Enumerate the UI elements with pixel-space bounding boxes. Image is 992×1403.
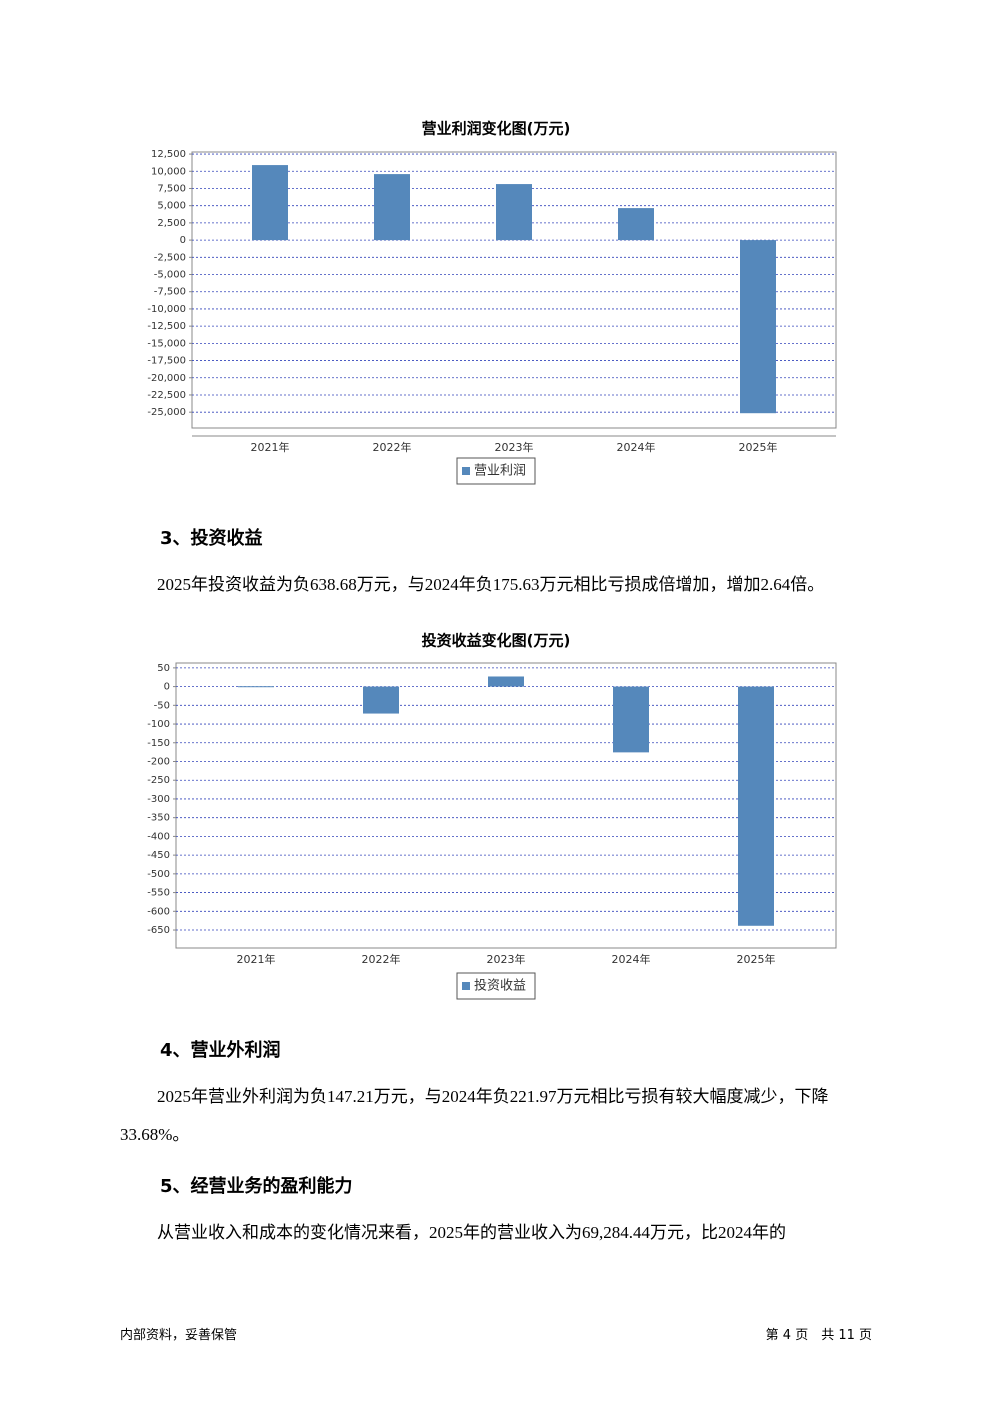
y-tick-label: -12,500: [147, 321, 186, 332]
y-tick-label: 7,500: [157, 183, 186, 194]
bar: [618, 208, 654, 241]
y-tick-label: -22,500: [147, 390, 186, 401]
bar: [738, 686, 774, 926]
heading: 3、投资收益: [160, 528, 263, 549]
x-tick-label: 2021年: [237, 952, 276, 966]
y-tick-label: -450: [147, 850, 170, 861]
plot-area: [175, 662, 837, 949]
y-tick-label: 10,000: [151, 166, 186, 177]
y-tick-label: -400: [147, 831, 170, 842]
x-tick-label: 2022年: [362, 952, 401, 966]
y-tick-label: -20,000: [147, 373, 186, 384]
y-tick-label: -5,000: [154, 270, 186, 281]
y-tick-label: -250: [147, 775, 170, 786]
paragraph: 从营业收入和成本的变化情况来看，2025年的营业收入为69,284.44万元，比…: [157, 1223, 786, 1242]
x-tick-label: 2021年: [251, 440, 290, 454]
paragraph: 2025年营业外利润为负147.21万元，与2024年负221.97万元相比亏损…: [120, 1087, 829, 1144]
y-tick-label: -500: [147, 869, 170, 880]
x-tick-label: 2024年: [612, 952, 651, 966]
y-tick-label: -300: [147, 794, 170, 805]
x-tick-label: 2023年: [487, 952, 526, 966]
y-tick-label: -550: [147, 888, 170, 899]
plot-area: [191, 151, 837, 429]
y-tick-label: 0: [164, 682, 170, 693]
bar: [252, 165, 288, 241]
footer-right: 第 4 页 共 11 页: [765, 1328, 872, 1343]
footer-left: 内部资料，妥善保管: [120, 1328, 238, 1343]
y-tick-label: -10,000: [147, 304, 186, 315]
y-tick-label: -25,000: [147, 407, 186, 418]
y-tick-label: -150: [147, 738, 170, 749]
y-tick-label: -15,000: [147, 338, 186, 349]
bar: [740, 240, 776, 414]
y-tick-label: -350: [147, 813, 170, 824]
y-tick-label: -100: [147, 719, 170, 730]
legend-swatch: [462, 982, 470, 990]
legend-label: 投资收益: [474, 978, 526, 994]
y-tick-label: 5,000: [157, 201, 186, 212]
y-tick-label: 2,500: [157, 218, 186, 229]
y-tick-label: -7,500: [154, 287, 186, 298]
x-tick-label: 2022年: [373, 440, 412, 454]
chart: 投资收益变化图(万元) 50 0 -50 -100 -150 -200 -250 -300 -35…: [147, 632, 837, 1000]
bar: [363, 686, 399, 714]
legend-label: 营业利润: [474, 464, 526, 479]
chart-title: 营业利润变化图(万元): [422, 120, 571, 138]
legend-swatch: [462, 467, 470, 475]
heading: 4、营业外利润: [160, 1040, 281, 1061]
chart-title: 投资收益变化图(万元): [422, 632, 571, 650]
y-tick-label: -600: [147, 906, 170, 917]
x-tick-label: 2024年: [617, 440, 656, 454]
bar: [488, 676, 524, 687]
chart: 营业利润变化图(万元) 12,500 10,000 7,500 5,000 2,500 0 -…: [147, 120, 837, 485]
y-tick-label: 12,500: [151, 149, 186, 160]
y-tick-label: -650: [147, 925, 170, 936]
paragraph: 2025年投资收益为负638.68万元，与2024年负175.63万元相比亏损成…: [157, 575, 825, 594]
y-tick-label: -17,500: [147, 356, 186, 367]
x-tick-label: 2025年: [737, 952, 776, 966]
y-tick-label: -2,500: [154, 252, 186, 263]
x-tick-label: 2023年: [495, 440, 534, 454]
y-tick-label: 0: [180, 235, 186, 246]
bar: [613, 686, 649, 753]
y-tick-label: -200: [147, 756, 170, 767]
y-tick-label: 50: [157, 663, 170, 674]
bar: [238, 686, 274, 688]
y-tick-label: -50: [154, 700, 170, 711]
heading: 5、经营业务的盈利能力: [160, 1176, 353, 1197]
bar: [374, 174, 410, 241]
x-tick-label: 2025年: [739, 440, 778, 454]
bar: [496, 184, 532, 241]
